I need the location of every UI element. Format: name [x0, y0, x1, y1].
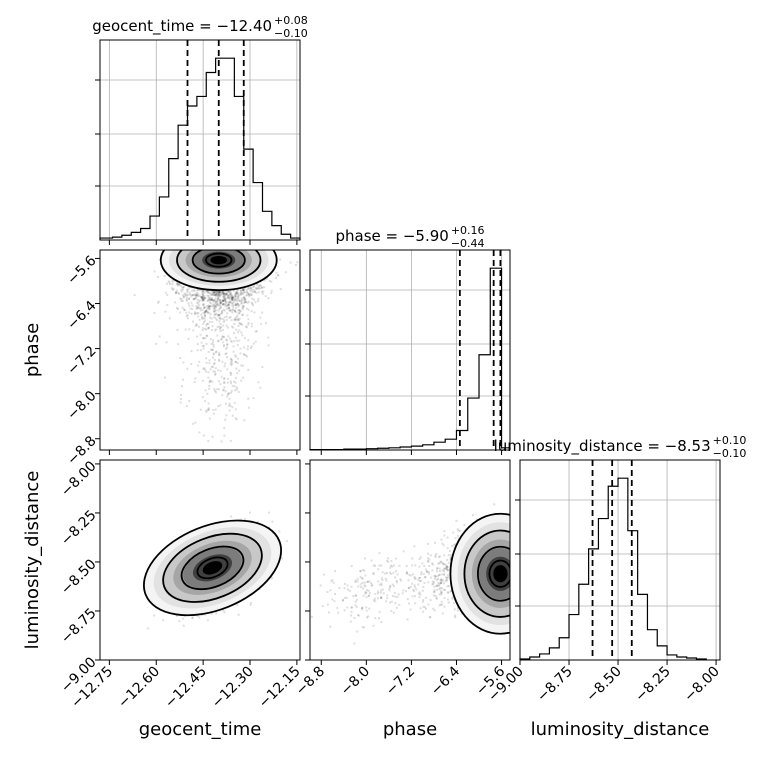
hist-panel-luminosity_distance: [515, 459, 721, 665]
y-tick-label: −8.75: [58, 605, 100, 647]
contour-line: [180, 545, 245, 591]
x-tick-label: −8.25: [632, 664, 674, 706]
contour-line: [477, 545, 510, 602]
x-tick-label: −12.45: [162, 664, 210, 712]
2d-panel-geocent_time-phase: [95, 249, 301, 455]
contour-line: [143, 519, 282, 617]
panel-content: [143, 511, 288, 630]
title-geocent_time: geocent_time = −12.40 +0.08−0.10: [92, 14, 308, 40]
x-tick-label: −8.0: [338, 664, 373, 699]
contour-line: [176, 250, 262, 283]
y-tick-label: −5.6: [64, 253, 99, 288]
title-text: geocent_time = −12.40: [92, 17, 272, 36]
x-axis-label-phase: phase: [383, 719, 437, 740]
x-tick-label: −8.75: [534, 664, 576, 706]
title-upper: +0.16: [451, 224, 485, 237]
contour-line: [196, 556, 229, 580]
contour-line: [159, 250, 278, 292]
x-axis-label-luminosity_distance: luminosity_distance: [531, 719, 710, 740]
axes-frame: [99, 39, 301, 241]
density-level: [493, 565, 508, 583]
x-tick-label: −8.50: [583, 664, 625, 706]
x-tick-label: −6.4: [428, 663, 463, 698]
y-axis-label-phase: phase: [22, 323, 43, 377]
axes-frame: [309, 459, 511, 661]
title-text: phase = −5.90: [335, 227, 448, 245]
y-tick-label: −6.4: [64, 298, 99, 333]
2d-panel-phase-luminosity_distance: [305, 459, 511, 665]
2d-panel-geocent_time-luminosity_distance: [95, 459, 301, 665]
y-tick-label: −8.0: [64, 388, 99, 423]
y-tick-label: −7.2: [64, 343, 99, 378]
hist-panel-geocent_time: [95, 39, 301, 245]
y-tick-label: −8.50: [58, 556, 100, 598]
title-lower: −0.10: [274, 27, 308, 40]
y-tick-label: −8.8: [64, 433, 99, 468]
histogram-geocent_time: [99, 57, 301, 240]
y-axis-label-luminosity_distance: luminosity_distance: [22, 471, 43, 650]
x-tick-label: −12.30: [209, 664, 257, 712]
axes-frame: [99, 459, 301, 661]
x-tick-label: −7.2: [383, 664, 418, 699]
panel-content: [133, 250, 299, 450]
contour-line: [205, 252, 233, 268]
axes-frame: [309, 249, 511, 451]
histogram-luminosity_distance: [519, 477, 707, 660]
axes-frame: [99, 249, 301, 451]
title-lower: −0.10: [713, 447, 747, 460]
x-tick-label: −8.8: [293, 664, 328, 699]
panel-content: [310, 503, 510, 645]
contour-line: [463, 529, 510, 618]
contour-line: [449, 512, 510, 635]
contour-line: [191, 250, 246, 275]
title-upper: +0.10: [713, 434, 747, 447]
x-tick-label: −12.60: [115, 664, 163, 712]
title-phase: phase = −5.90 +0.16−0.44: [335, 224, 484, 250]
density-level: [202, 561, 223, 575]
y-tick-label: −8.25: [58, 507, 100, 549]
x-axis-label-geocent_time: geocent_time: [139, 719, 262, 740]
x-tick-label: −8.00: [681, 664, 723, 706]
density-level: [210, 255, 228, 265]
contour-line: [162, 532, 263, 603]
histogram-phase: [309, 267, 511, 451]
title-luminosity_distance: luminosity_distance = −8.53 +0.10−0.10: [494, 434, 747, 460]
axes-frame: [519, 459, 721, 661]
title-text: luminosity_distance = −8.53: [494, 437, 711, 456]
contour-line: [488, 559, 510, 588]
hist-panel-phase: [305, 249, 511, 455]
title-lower: −0.44: [451, 237, 485, 250]
title-upper: +0.08: [274, 14, 308, 27]
